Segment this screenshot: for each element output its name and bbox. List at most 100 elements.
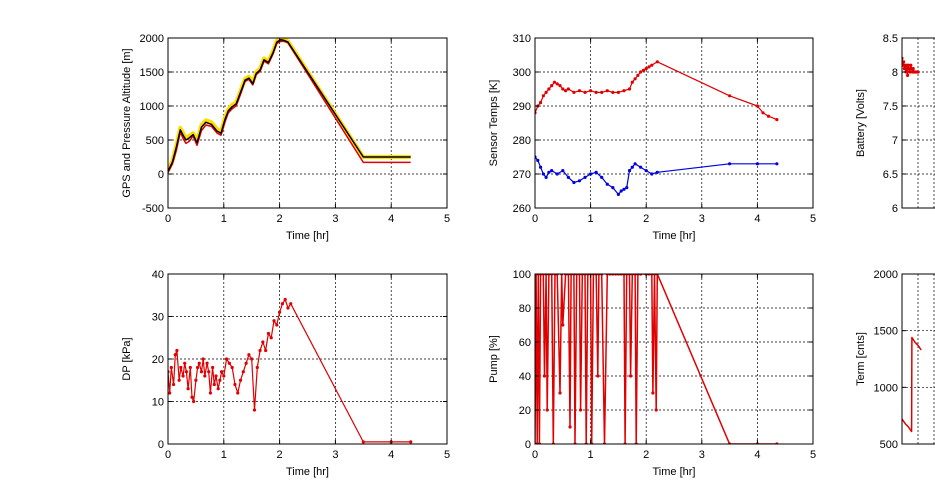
data-point — [633, 162, 637, 166]
x-axis-label: Time [hr] — [653, 230, 696, 242]
data-point — [633, 77, 637, 81]
x-tick-label: 4 — [754, 213, 760, 225]
data-point — [728, 162, 732, 166]
subplot-5: 500 1000 1500 2000 Term [cnts] — [855, 269, 935, 451]
data-point — [600, 175, 604, 179]
data-point — [205, 361, 209, 365]
x-tick-label: 0 — [165, 213, 171, 225]
y-axis-label: GPS and Pressure Altitude [m] — [121, 48, 133, 197]
y-tick-label: 290 — [513, 101, 531, 113]
x-tick-label: 2 — [277, 213, 283, 225]
y-tick-label: 20 — [519, 405, 531, 417]
grid — [902, 274, 935, 444]
data-point — [227, 361, 231, 365]
x-tick-label: 1 — [221, 213, 227, 225]
data-point — [538, 101, 543, 105]
y-tick-label: 2000 — [874, 269, 898, 281]
data-point — [183, 361, 187, 365]
data-point — [611, 186, 615, 190]
data-point — [902, 67, 907, 71]
data-point — [211, 365, 215, 370]
data-point — [241, 370, 245, 374]
y-tick-label: 1000 — [874, 382, 898, 394]
y-tick-label: 30 — [152, 312, 164, 324]
data-point — [775, 118, 779, 122]
x-axis-label: Time [hr] — [653, 466, 696, 478]
plot-area — [902, 274, 935, 444]
data-point — [907, 67, 911, 71]
y-tick-label: 310 — [513, 33, 531, 45]
data-point — [545, 408, 549, 412]
data-point — [289, 302, 293, 306]
data-point — [908, 70, 912, 74]
data-point — [175, 348, 179, 353]
data-point — [216, 387, 220, 391]
data-point — [616, 192, 621, 196]
data-point — [218, 378, 222, 382]
data-point — [627, 169, 632, 173]
data-point — [572, 180, 576, 185]
data-point — [269, 336, 273, 340]
x-tick-label: 4 — [388, 213, 394, 225]
data-point — [625, 186, 629, 190]
y-tick-label: 280 — [513, 135, 531, 147]
data-point — [594, 170, 598, 174]
data-point — [589, 89, 593, 93]
y-tick-label: 2000 — [140, 33, 164, 45]
data-point — [589, 172, 593, 176]
data-point — [775, 162, 779, 166]
data-point — [728, 94, 732, 98]
x-tick-label: 3 — [699, 449, 705, 461]
subplot-1: 0 1 2 3 4 5 260 270 280 290 300 310 Time [hr] Sensor … — [488, 33, 816, 242]
data-point — [605, 182, 609, 186]
x-tick-label: 0 — [532, 449, 538, 461]
y-tick-label: 20 — [152, 354, 164, 366]
data-point — [596, 374, 600, 378]
series-line-2 — [168, 38, 411, 172]
y-tick-label: 0 — [525, 439, 531, 451]
data-point — [199, 370, 204, 374]
x-tick-label: 4 — [388, 449, 394, 461]
data-point — [619, 189, 623, 193]
data-point — [184, 370, 189, 374]
data-point — [222, 374, 226, 378]
data-point — [605, 89, 609, 93]
data-point — [616, 90, 621, 94]
axes-box — [534, 273, 814, 445]
data-point — [558, 391, 562, 395]
data-point — [278, 310, 282, 314]
data-point — [361, 440, 365, 444]
data-point — [563, 89, 568, 93]
data-point — [197, 361, 201, 365]
data-point — [544, 90, 548, 94]
y-tick-label: 270 — [513, 169, 531, 181]
data-point — [258, 348, 262, 353]
data-point — [280, 302, 284, 306]
data-point — [561, 169, 565, 173]
data-point — [558, 84, 562, 88]
y-tick-label: 40 — [152, 269, 164, 281]
y-tick-label: 300 — [513, 67, 531, 79]
y-axis-label: Term [cnts] — [855, 332, 867, 386]
data-point — [568, 425, 572, 429]
y-tick-label: 8.5 — [883, 33, 898, 45]
y-tick-label: 0 — [158, 439, 164, 451]
x-tick-label: 3 — [699, 213, 705, 225]
data-point — [761, 111, 765, 115]
data-point — [233, 382, 237, 387]
y-tick-label: 7.5 — [883, 101, 898, 113]
x-tick-label: 1 — [588, 213, 594, 225]
data-point — [192, 399, 196, 404]
y-tick-label: 260 — [513, 203, 531, 215]
data-point — [611, 90, 615, 94]
data-point — [538, 165, 543, 169]
subplot-2: 6 6.5 7 7.5 8 8.5 Battery [Volts] — [855, 33, 935, 215]
data-point — [207, 370, 211, 374]
y-tick-label: 0 — [158, 169, 164, 181]
x-tick-label: 1 — [221, 449, 227, 461]
data-point — [600, 90, 604, 94]
data-point — [247, 353, 251, 357]
y-tick-label: 1000 — [140, 101, 164, 113]
data-point — [224, 357, 229, 361]
